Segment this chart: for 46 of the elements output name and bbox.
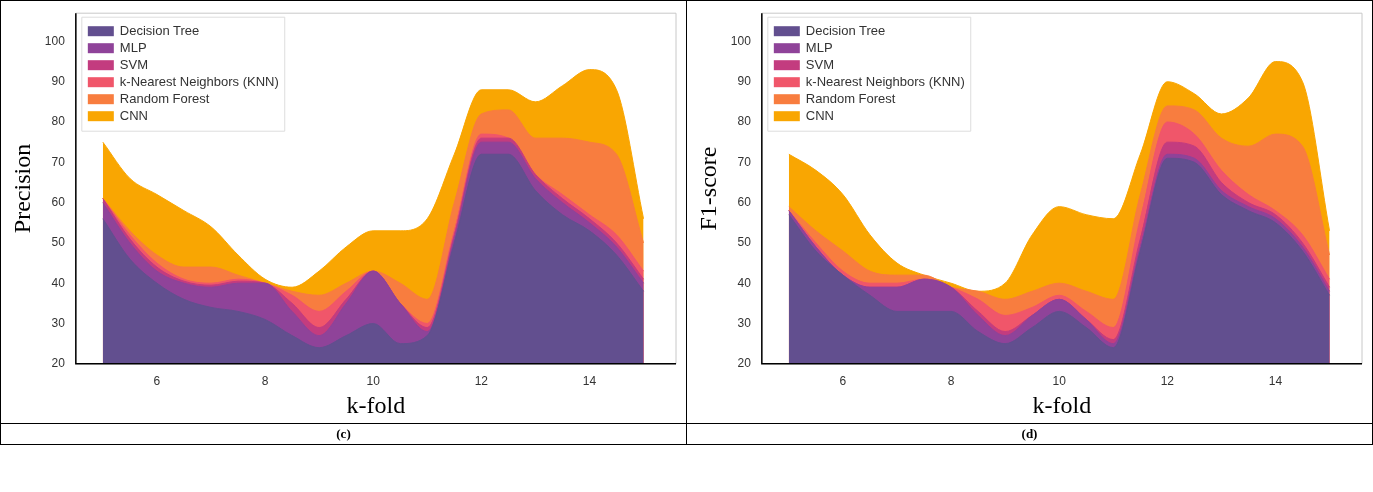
legend-label: CNN bbox=[805, 107, 834, 123]
x-tick-label: 14 bbox=[582, 374, 597, 389]
x-axis-title: k-fold bbox=[1032, 391, 1092, 418]
legend-label: k-Nearest Neighbors (KNN) bbox=[805, 73, 965, 89]
x-tick-label: 12 bbox=[474, 374, 489, 389]
legend-label: Decision Tree bbox=[805, 22, 886, 38]
y-axis-title: F1-score bbox=[694, 146, 721, 231]
legend-label: CNN bbox=[119, 107, 148, 123]
y-tick-label: 70 bbox=[51, 154, 66, 169]
y-tick-label: 50 bbox=[737, 235, 752, 250]
x-tick-label: 12 bbox=[1160, 374, 1175, 389]
x-tick-label: 10 bbox=[1052, 374, 1067, 389]
y-tick-label: 100 bbox=[730, 33, 752, 48]
x-tick-label: 8 bbox=[947, 374, 955, 389]
legend-label: Random Forest bbox=[805, 90, 896, 106]
legend-label: SVM bbox=[119, 56, 148, 72]
y-tick-label: 60 bbox=[737, 194, 752, 209]
y-tick-label: 30 bbox=[51, 315, 66, 330]
y-tick-label: 40 bbox=[51, 275, 66, 290]
y-tick-label: 20 bbox=[51, 356, 66, 371]
text: (c) bbox=[1, 423, 686, 444]
x-tick-label: 6 bbox=[153, 374, 161, 389]
text: (d) bbox=[687, 423, 1372, 444]
y-axis-title: Precision bbox=[8, 143, 35, 234]
y-tick-label: 20 bbox=[737, 356, 752, 371]
y-tick-label: 70 bbox=[737, 154, 752, 169]
legend-label: k-Nearest Neighbors (KNN) bbox=[119, 73, 279, 89]
y-tick-label: 30 bbox=[737, 315, 752, 330]
legend-label: MLP bbox=[119, 39, 147, 55]
y-tick-label: 90 bbox=[51, 74, 66, 89]
y-tick-label: 80 bbox=[737, 114, 752, 129]
legend-label: SVM bbox=[805, 56, 834, 72]
x-tick-label: 8 bbox=[261, 374, 269, 389]
y-tick-label: 90 bbox=[737, 74, 752, 89]
y-tick-label: 50 bbox=[51, 235, 66, 250]
y-tick-label: 80 bbox=[51, 114, 66, 129]
x-tick-label: 14 bbox=[1268, 374, 1283, 389]
x-tick-label: 6 bbox=[839, 374, 847, 389]
y-tick-label: 40 bbox=[737, 275, 752, 290]
legend-label: MLP bbox=[805, 39, 833, 55]
y-tick-label: 100 bbox=[44, 33, 66, 48]
legend-label: Random Forest bbox=[119, 90, 210, 106]
x-axis-title: k-fold bbox=[346, 391, 406, 418]
x-tick-label: 10 bbox=[366, 374, 381, 389]
y-tick-label: 60 bbox=[51, 194, 66, 209]
legend-label: Decision Tree bbox=[119, 22, 200, 38]
